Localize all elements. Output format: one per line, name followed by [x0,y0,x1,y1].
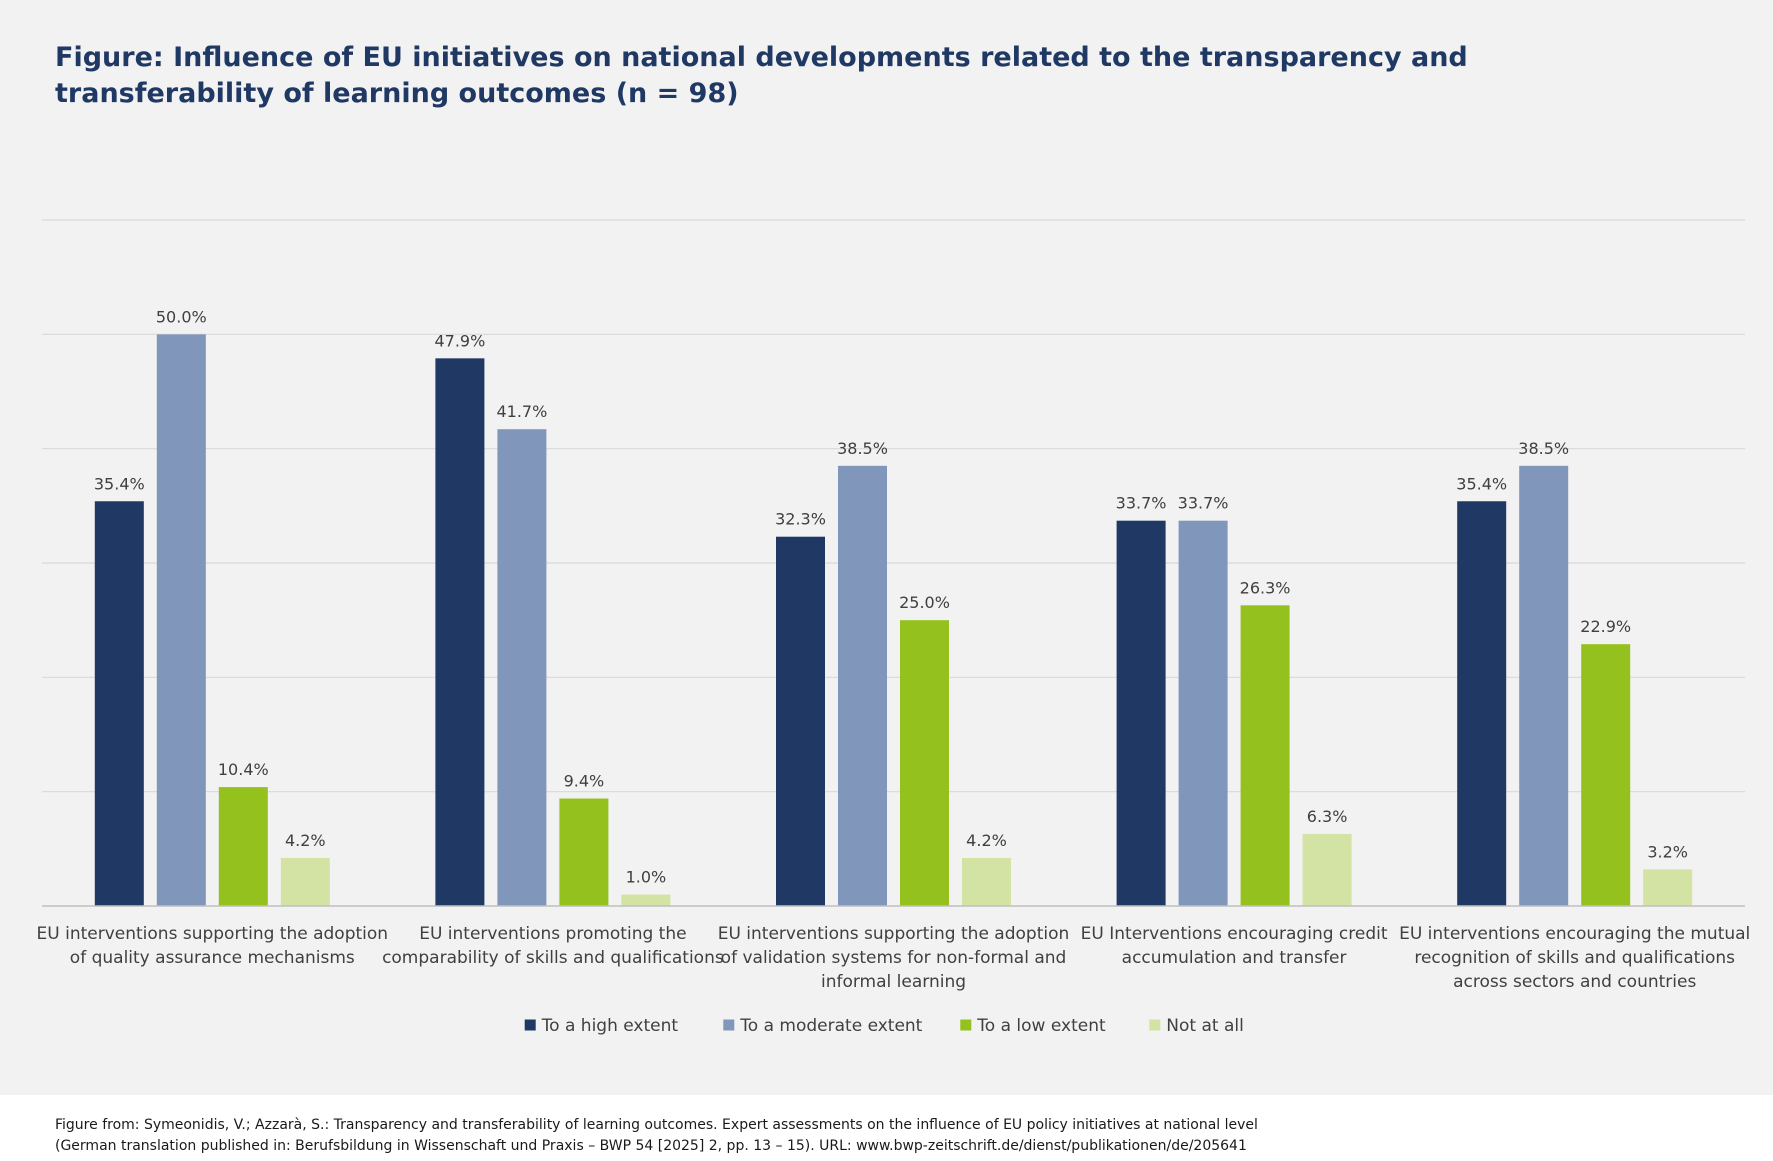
bar [1519,465,1569,906]
data-label: 9.4% [564,772,605,791]
data-label: 10.4% [218,760,269,779]
data-label: 25.0% [899,593,950,612]
data-label: 22.9% [1580,617,1631,636]
data-label: 38.5% [1518,439,1569,458]
bar [1240,605,1290,906]
bar [838,465,887,906]
category-label: EU Interventions encouraging credit [1081,924,1388,944]
data-label: 4.2% [285,831,326,850]
bar [435,358,485,906]
category-label: EU interventions encouraging the mutual [1399,924,1750,944]
bar [1643,869,1693,906]
category-label: EU interventions supporting the adoption [37,924,389,944]
data-label: 50.0% [156,307,207,326]
category-label: recognition of skills and qualifications [1414,948,1735,968]
data-label: 32.3% [775,510,826,529]
bar-chart: 35.4% 47.9% 32.3% 33.7% 35.4% 50.0% 41.7% 38.5%… [37,219,1750,1036]
data-label: 1.0% [626,868,667,887]
bar [1457,501,1507,906]
category-label: informal learning [821,972,966,992]
legend-swatch [723,1019,735,1031]
bar [900,620,949,906]
bar [1581,644,1631,906]
source-line-2: (German translation published in: Berufs… [55,1138,1247,1154]
bar [962,857,1011,906]
category-label: of validation systems for non-formal and [721,948,1067,968]
category-label: accumulation and transfer [1122,948,1347,968]
data-label: 3.2% [1647,842,1688,861]
category-label: EU interventions promoting the [419,924,686,944]
data-label: 26.3% [1240,578,1291,597]
legend-label: To a high extent [541,1016,679,1036]
bar [621,894,671,906]
figure-panel: Figure: Influence of EU initiatives on n… [0,0,1773,1095]
bar [559,798,609,906]
legend-label: To a moderate extent [739,1016,922,1036]
bar [1116,520,1166,906]
data-label: 33.7% [1178,494,1229,513]
legend-label: To a low extent [976,1016,1106,1036]
bar [497,429,547,906]
bar [218,787,268,906]
category-label: comparability of skills and qualificatio… [382,948,724,968]
category-label: across sectors and countries [1453,972,1696,992]
legend-label: Not at all [1166,1016,1244,1036]
data-label: 33.7% [1116,494,1167,513]
bar [156,334,206,906]
bar [1302,833,1352,906]
data-label: 4.2% [966,831,1007,850]
category-label: of quality assurance mechanisms [70,948,355,968]
bar [94,501,144,906]
source-line-1: Figure from: Symeonidis, V.; Azzarà, S.:… [55,1117,1258,1133]
legend-swatch [524,1019,536,1031]
category-label: EU interventions supporting the adoption [718,924,1070,944]
data-label: 35.4% [94,474,145,493]
data-label: 38.5% [837,439,888,458]
legend-swatch [1149,1019,1161,1031]
data-label: 47.9% [434,331,485,350]
bar [1178,520,1228,906]
data-label: 35.4% [1456,474,1507,493]
data-label: 6.3% [1307,807,1348,826]
source-note: Figure from: Symeonidis, V.; Azzarà, S.:… [55,1115,1755,1157]
data-label: 41.7% [496,402,547,421]
bar [280,857,330,906]
legend-swatch [960,1019,972,1031]
chart-title: Figure: Influence of EU initiatives on n… [55,42,1468,109]
bar [776,536,825,906]
